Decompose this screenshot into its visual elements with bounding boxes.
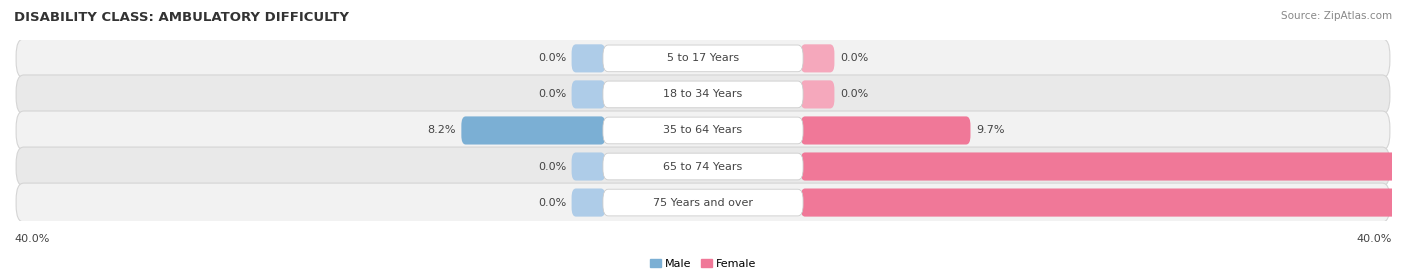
FancyBboxPatch shape bbox=[461, 116, 606, 144]
Text: 65 to 74 Years: 65 to 74 Years bbox=[664, 161, 742, 172]
FancyBboxPatch shape bbox=[603, 45, 803, 72]
Text: 75 Years and over: 75 Years and over bbox=[652, 197, 754, 208]
Text: 0.0%: 0.0% bbox=[538, 89, 567, 100]
Text: 0.0%: 0.0% bbox=[538, 197, 567, 208]
Text: 0.0%: 0.0% bbox=[538, 53, 567, 63]
FancyBboxPatch shape bbox=[572, 153, 606, 180]
Text: DISABILITY CLASS: AMBULATORY DIFFICULTY: DISABILITY CLASS: AMBULATORY DIFFICULTY bbox=[14, 11, 349, 24]
Text: 8.2%: 8.2% bbox=[427, 125, 456, 136]
Text: Source: ZipAtlas.com: Source: ZipAtlas.com bbox=[1281, 11, 1392, 21]
Text: 40.0%: 40.0% bbox=[14, 234, 49, 244]
FancyBboxPatch shape bbox=[572, 80, 606, 108]
Text: 5 to 17 Years: 5 to 17 Years bbox=[666, 53, 740, 63]
Text: 9.7%: 9.7% bbox=[976, 125, 1004, 136]
FancyBboxPatch shape bbox=[800, 153, 1406, 180]
Text: 0.0%: 0.0% bbox=[839, 53, 868, 63]
FancyBboxPatch shape bbox=[572, 44, 606, 72]
Legend: Male, Female: Male, Female bbox=[650, 259, 756, 269]
FancyBboxPatch shape bbox=[603, 189, 803, 216]
FancyBboxPatch shape bbox=[800, 189, 1406, 217]
FancyBboxPatch shape bbox=[572, 189, 606, 217]
Text: 18 to 34 Years: 18 to 34 Years bbox=[664, 89, 742, 100]
FancyBboxPatch shape bbox=[800, 116, 970, 144]
FancyBboxPatch shape bbox=[15, 111, 1391, 150]
Text: 0.0%: 0.0% bbox=[839, 89, 868, 100]
FancyBboxPatch shape bbox=[15, 147, 1391, 186]
FancyBboxPatch shape bbox=[603, 153, 803, 180]
FancyBboxPatch shape bbox=[15, 75, 1391, 114]
FancyBboxPatch shape bbox=[603, 117, 803, 144]
FancyBboxPatch shape bbox=[15, 39, 1391, 78]
FancyBboxPatch shape bbox=[800, 44, 834, 72]
Text: 0.0%: 0.0% bbox=[538, 161, 567, 172]
FancyBboxPatch shape bbox=[15, 183, 1391, 222]
FancyBboxPatch shape bbox=[800, 80, 834, 108]
Text: 40.0%: 40.0% bbox=[1357, 234, 1392, 244]
FancyBboxPatch shape bbox=[603, 81, 803, 108]
Text: 35 to 64 Years: 35 to 64 Years bbox=[664, 125, 742, 136]
